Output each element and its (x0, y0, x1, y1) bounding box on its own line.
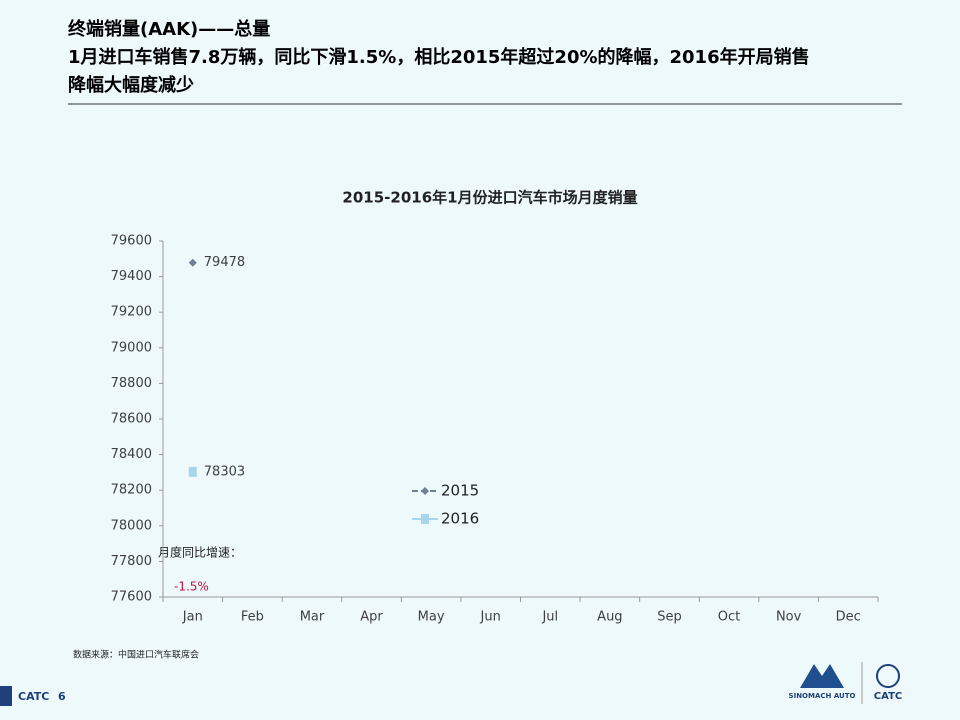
y-tick-label: 77600 (111, 590, 152, 605)
chart-title: 2015-2016年1月份进口汽车市场月度销量 (342, 189, 637, 207)
data-label: 78303 (204, 464, 245, 479)
x-tick-label: Sep (657, 610, 682, 625)
y-tick-label: 79000 (111, 340, 152, 355)
y-tick-label: 78400 (111, 447, 152, 462)
point (421, 487, 429, 495)
y-tick-label: 79600 (111, 234, 152, 249)
x-tick-label: May (418, 610, 445, 625)
logo-text: CATC (874, 691, 902, 702)
logo-shape (800, 664, 844, 688)
y-tick-label: 78800 (111, 376, 152, 391)
footer-block (0, 686, 12, 706)
y-tick-label: 78000 (111, 518, 152, 533)
y-tick-label: 78600 (111, 412, 152, 427)
y-tick-label: 79200 (111, 305, 152, 320)
header-line: 降幅大幅度减少 (68, 74, 194, 96)
footer-label: CATC (18, 690, 49, 703)
data-label: 79478 (204, 255, 245, 270)
source: 数据来源：中国进口汽车联席会 (73, 649, 199, 661)
point (188, 466, 197, 477)
x-tick-label: Jun (480, 610, 501, 625)
x-tick-label: Aug (597, 610, 622, 625)
annotation: -1.5% (174, 580, 209, 594)
point (188, 258, 197, 267)
header-line: 1月进口车销售7.8万辆，同比下滑1.5%，相比2015年超过20%的降幅，20… (68, 46, 810, 68)
logo-shape (876, 664, 900, 688)
x-tick-label: Oct (718, 610, 740, 625)
logo-right: CATC (874, 664, 902, 702)
annotation: 月度同比增速： (158, 545, 242, 560)
page-number: 6 (58, 690, 66, 703)
x-tick-label: Apr (360, 610, 383, 625)
legend-label: 2016 (441, 510, 479, 528)
logo-text: SINOMACH AUTO (789, 692, 856, 700)
y-tick-label: 77800 (111, 554, 152, 569)
legend-label: 2015 (441, 482, 479, 500)
x-tick-label: Nov (776, 610, 802, 625)
x-tick-label: Dec (836, 610, 861, 625)
x-tick-label: Jan (182, 610, 203, 625)
header-line: 终端销量(AAK)——总量 (68, 18, 270, 40)
x-tick-label: Jul (541, 610, 558, 625)
x-tick-label: Mar (300, 610, 325, 625)
y-tick-label: 79400 (111, 269, 152, 284)
logo-left: SINOMACH AUTO (789, 664, 856, 700)
y-tick-label: 78200 (111, 483, 152, 498)
point (421, 514, 429, 524)
x-tick-label: Feb (241, 610, 264, 625)
